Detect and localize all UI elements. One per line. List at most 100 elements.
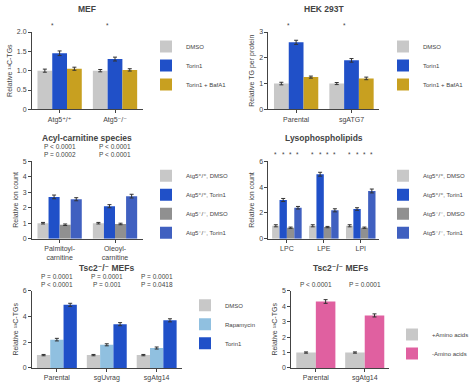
- svg-text:*: *: [311, 151, 314, 158]
- svg-text:Torin1: Torin1: [225, 341, 242, 347]
- svg-text:Relative ion count: Relative ion count: [248, 172, 255, 228]
- svg-text:2: 2: [259, 54, 263, 61]
- svg-text:*: *: [343, 22, 346, 29]
- svg-text:*: *: [282, 151, 285, 158]
- svg-text:-Amino acids: -Amino acids: [432, 351, 467, 357]
- svg-text:2: 2: [282, 334, 286, 341]
- svg-text:1: 1: [282, 349, 286, 356]
- svg-text:MEF: MEF: [78, 4, 96, 14]
- svg-text:Atg5⁻/⁻: Atg5⁻/⁻: [103, 116, 127, 124]
- svg-text:Lysophospholipids: Lysophospholipids: [285, 133, 363, 143]
- svg-text:LPC: LPC: [280, 245, 294, 252]
- svg-text:3: 3: [23, 189, 27, 196]
- svg-text:Atg5⁻/⁻, Torin1: Atg5⁻/⁻, Torin1: [423, 230, 464, 236]
- svg-text:0: 0: [259, 235, 263, 242]
- svg-text:sgATG7: sgATG7: [339, 116, 364, 124]
- svg-text:Rapamycin: Rapamycin: [225, 322, 255, 328]
- svg-text:Parental: Parental: [303, 374, 330, 381]
- svg-text:Atg5⁺/⁺, DMSO: Atg5⁺/⁺, DMSO: [186, 173, 228, 179]
- svg-text:P < 0.0001: P < 0.0001: [44, 143, 76, 150]
- svg-text:2: 2: [23, 204, 27, 211]
- svg-text:*: *: [363, 151, 366, 158]
- svg-text:Parental: Parental: [44, 374, 71, 381]
- svg-text:*: *: [319, 151, 322, 158]
- svg-text:P = 0.0001: P = 0.0001: [91, 273, 123, 280]
- svg-text:P < 0.0001: P < 0.0001: [99, 143, 131, 150]
- svg-text:Relative ion count: Relative ion count: [12, 172, 19, 228]
- svg-text:6: 6: [259, 158, 263, 165]
- svg-text:+Amino acids: +Amino acids: [432, 332, 468, 338]
- svg-text:Torin1 + BafA1: Torin1 + BafA1: [186, 82, 226, 88]
- svg-text:Parental: Parental: [283, 116, 310, 123]
- svg-text:LPI: LPI: [355, 245, 366, 252]
- svg-text:1.0: 1.0: [17, 67, 27, 74]
- svg-text:1: 1: [259, 80, 263, 87]
- svg-text:P = 0.001: P = 0.001: [93, 281, 121, 288]
- svg-text:4: 4: [282, 303, 286, 310]
- svg-text:6: 6: [23, 287, 27, 294]
- svg-text:*: *: [348, 151, 351, 158]
- svg-text:*: *: [106, 22, 109, 29]
- svg-text:*: *: [356, 151, 359, 158]
- svg-text:sgAtg14: sgAtg14: [352, 374, 378, 382]
- svg-text:P = 0.0418: P = 0.0418: [141, 281, 173, 288]
- svg-text:Torin1: Torin1: [423, 63, 440, 69]
- svg-text:HEK 293T: HEK 293T: [304, 4, 344, 14]
- svg-text:Relative ¹³C-TGs: Relative ¹³C-TGs: [12, 303, 19, 356]
- svg-text:0: 0: [282, 364, 286, 371]
- svg-text:Atg5⁻/⁻, DMSO: Atg5⁻/⁻, DMSO: [186, 211, 228, 217]
- svg-text:P = 0.0001: P = 0.0001: [41, 273, 73, 280]
- svg-text:Torin1: Torin1: [186, 63, 203, 69]
- svg-text:DMSO: DMSO: [225, 303, 243, 309]
- svg-text:0: 0: [23, 364, 27, 371]
- svg-text:Palmitoyl-carnitine: Palmitoyl-carnitine: [44, 245, 75, 261]
- svg-text:Atg5⁻/⁻, Torin1: Atg5⁻/⁻, Torin1: [186, 230, 227, 236]
- svg-text:DMSO: DMSO: [423, 44, 441, 50]
- svg-text:Atg5⁺/⁺, Torin1: Atg5⁺/⁺, Torin1: [423, 192, 464, 198]
- svg-text:Relative ¹³C-TGs: Relative ¹³C-TGs: [271, 303, 278, 356]
- svg-text:5: 5: [282, 287, 286, 294]
- svg-text:Atg5⁺/⁺, DMSO: Atg5⁺/⁺, DMSO: [423, 173, 465, 179]
- svg-text:sgAtg14: sgAtg14: [144, 374, 170, 382]
- svg-text:2.0: 2.0: [17, 28, 27, 35]
- svg-text:3: 3: [259, 28, 263, 35]
- svg-text:0: 0: [259, 106, 263, 113]
- svg-text:4: 4: [23, 313, 27, 320]
- svg-text:P < 0.0001: P < 0.0001: [99, 151, 131, 158]
- svg-text:Tsc2⁻/⁻ MEFs: Tsc2⁻/⁻ MEFs: [79, 263, 134, 273]
- svg-text:*: *: [287, 22, 290, 29]
- svg-text:Oleoyl-carnitine: Oleoyl-carnitine: [102, 245, 129, 261]
- svg-text:4: 4: [259, 184, 263, 191]
- svg-text:*: *: [274, 151, 277, 158]
- svg-text:P = 0.0002: P = 0.0002: [44, 151, 76, 158]
- svg-text:0.5: 0.5: [17, 86, 27, 93]
- svg-text:sgUvrag: sgUvrag: [94, 374, 120, 382]
- svg-text:0: 0: [23, 106, 27, 113]
- svg-text:*: *: [51, 22, 54, 29]
- svg-text:*: *: [326, 151, 329, 158]
- svg-text:*: *: [333, 151, 336, 158]
- svg-text:*: *: [296, 151, 299, 158]
- svg-text:Relative TG per protein: Relative TG per protein: [248, 34, 256, 106]
- svg-text:DMSO: DMSO: [186, 44, 204, 50]
- svg-text:5: 5: [23, 158, 27, 165]
- svg-text:Atg5⁺/⁺: Atg5⁺/⁺: [48, 116, 72, 124]
- svg-text:4: 4: [23, 173, 27, 180]
- svg-text:2: 2: [23, 339, 27, 346]
- svg-text:1: 1: [23, 220, 27, 227]
- svg-text:Tsc2⁻/⁻ MEFs: Tsc2⁻/⁻ MEFs: [313, 263, 368, 273]
- svg-text:Acyl-carnitine species: Acyl-carnitine species: [42, 133, 132, 143]
- svg-text:2: 2: [259, 209, 263, 216]
- svg-text:Relative ¹³C-TGs: Relative ¹³C-TGs: [6, 44, 13, 97]
- svg-text:*: *: [370, 151, 373, 158]
- svg-text:3: 3: [282, 318, 286, 325]
- svg-text:Torin1 + BafA1: Torin1 + BafA1: [423, 82, 463, 88]
- svg-text:Atg5⁺/⁺, Torin1: Atg5⁺/⁺, Torin1: [186, 192, 227, 198]
- svg-text:*: *: [289, 151, 292, 158]
- svg-text:P = 0.0001: P = 0.0001: [349, 281, 381, 288]
- svg-text:1.5: 1.5: [17, 48, 27, 55]
- svg-text:LPE: LPE: [317, 245, 331, 252]
- svg-text:0: 0: [23, 235, 27, 242]
- svg-text:P = 0.0001: P = 0.0001: [141, 273, 173, 280]
- svg-text:P < 0.0001: P < 0.0001: [41, 281, 73, 288]
